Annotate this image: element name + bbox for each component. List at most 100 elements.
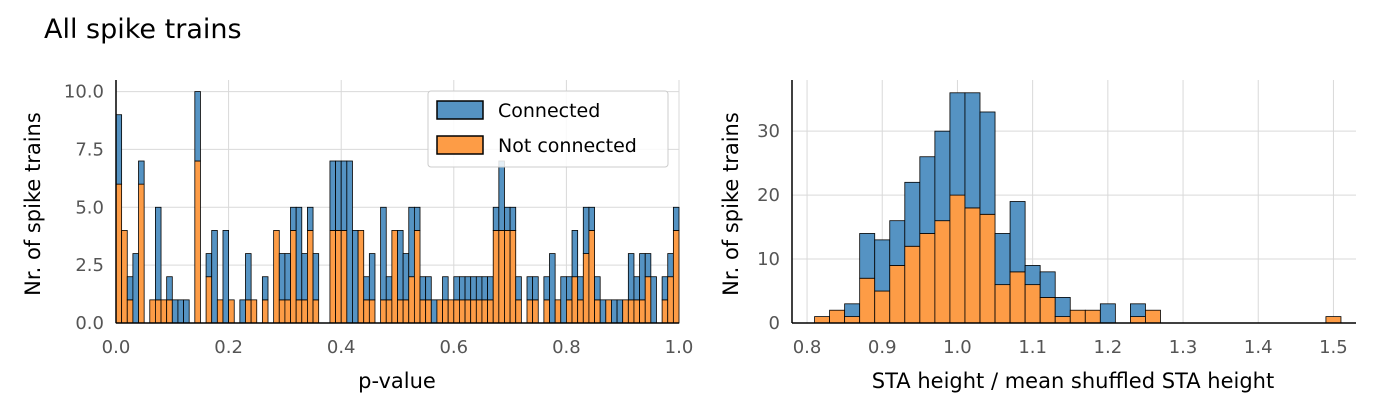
pvalue-bar-not-connected [661,299,669,324]
sta-ytick-label: 10 [757,249,780,270]
sta-bar-connected [874,239,891,292]
pvalue-bar-connected [278,253,286,301]
pvalue-bar-connected [211,230,218,324]
pvalue-bar-not-connected [436,299,443,324]
pvalue-bar-not-connected [515,299,522,324]
pvalue-bar-not-connected [312,299,320,324]
pvalue-bar-connected [138,160,145,185]
pvalue-bar-not-connected [470,299,477,324]
pvalue-bar-not-connected [155,299,162,324]
pvalue-bar-connected [616,299,624,324]
sta-axes [791,80,1356,324]
pvalue-bars [115,91,680,324]
pvalue-bar-connected [177,299,184,324]
pvalue-bar-not-connected [419,299,427,324]
pvalue-bar-not-connected [425,299,432,324]
pvalue-bar-not-connected [363,299,370,324]
sta-xtick-label: 0.9 [868,337,897,358]
pvalue-bar-connected [301,253,308,301]
pvalue-ytick-label: 7.5 [75,139,104,160]
sta-bar-not-connected [1024,284,1041,324]
pvalue-bar-connected [368,253,376,301]
sta-bar-connected [844,303,861,318]
sta-bar-not-connected [919,233,936,324]
sta-bar-not-connected [814,316,830,324]
pvalue-ticks: 0.0 0.2 0.4 0.6 0.8 1.0 0.0 2.5 5.0 7.5 10.0 [64,82,693,358]
pvalue-bar-connected [571,230,579,278]
pvalue-bar-connected [126,276,134,301]
pvalue-bar-connected [644,253,652,278]
pvalue-bar-connected [582,206,590,254]
pvalue-bar-not-connected [571,276,579,324]
pvalue-bar-not-connected [194,160,201,324]
pvalue-bar-not-connected [121,230,128,324]
pvalue-bar-not-connected [644,276,652,324]
pvalue-bar-not-connected [672,230,680,324]
pvalue-bar-connected [442,276,449,301]
pvalue-bar-connected [543,276,550,301]
pvalue-bar-connected [470,276,477,301]
pvalue-legend: Connected Not connected [427,90,669,168]
sta-xtick-label: 1.2 [1094,337,1123,358]
pvalue-xtick-label: 0.4 [327,337,356,358]
pvalue-bar-not-connected [149,299,156,324]
pvalue-bar-not-connected [402,299,410,324]
pvalue-bar-not-connected [273,230,280,324]
pvalue-bar-not-connected [138,183,145,324]
pvalue-bar-connected [504,206,511,231]
pvalue-bar-connected [363,276,370,301]
pvalue-bar-not-connected [160,299,168,324]
pvalue-bar-not-connected [301,299,308,324]
legend-label-connected: Connected [498,100,600,122]
pvalue-bar-connected [453,276,460,301]
pvalue-ytick-label: 10.0 [64,82,104,103]
sta-bar-not-connected [859,277,876,324]
pvalue-bar-connected [115,114,123,185]
pvalue-bar-connected [459,276,466,301]
sta-bar-not-connected [874,290,891,324]
pvalue-bar-not-connected [380,299,387,324]
pvalue-ytick-label: 5.0 [75,197,104,218]
pvalue-bar-connected [155,206,162,301]
pvalue-bar-connected [312,253,320,301]
pvalue-bar-connected [566,276,573,301]
pvalue-bar-not-connected [442,299,449,324]
pvalue-bar-not-connected [245,299,252,324]
pvalue-bar-not-connected [295,299,303,324]
pvalue-bar-connected [661,276,669,301]
pvalue-xlabel: p-value [358,369,436,393]
pvalue-bar-connected [132,253,139,324]
sta-bar-not-connected [1084,309,1101,324]
pvalue-bar-not-connected [250,299,258,324]
pvalue-bar-connected [413,206,421,231]
sta-ytick-label: 30 [757,121,780,142]
pvalue-bar-connected [261,276,269,301]
sta-bar-not-connected [934,220,951,324]
pvalue-bar-connected [672,206,680,231]
figure-title: All spike trains [44,14,242,45]
sta-xtick-label: 1.1 [1018,337,1047,358]
sta-bar-not-connected [829,309,846,324]
pvalue-bar-connected [239,299,246,324]
pvalue-bar-not-connected [385,299,393,324]
sta-bar-not-connected [1069,309,1086,324]
pvalue-bar-connected [205,253,213,278]
sta-bar-connected [1039,271,1056,298]
sta-bar-not-connected [1039,297,1056,324]
sta-bar-connected [1130,303,1146,318]
pvalue-bar-connected [430,299,438,324]
pvalue-bar-connected [335,160,342,231]
pvalue-bar-not-connected [526,299,534,324]
pvalue-bar-connected [639,253,646,301]
sta-bar-connected [934,130,951,222]
sta-xtick-label: 1.4 [1244,337,1273,358]
pvalue-bar-connected [380,206,387,301]
sta-bar-connected [889,220,906,266]
pvalue-bar-not-connected [481,299,488,324]
sta-xtick-label: 1.3 [1169,337,1198,358]
sta-xtick-label: 1.0 [943,337,972,358]
sta-bar-not-connected [979,213,996,324]
pvalue-bar-not-connected [627,299,635,324]
pvalue-bar-not-connected [368,299,376,324]
legend-label-not-connected: Not connected [498,135,637,157]
